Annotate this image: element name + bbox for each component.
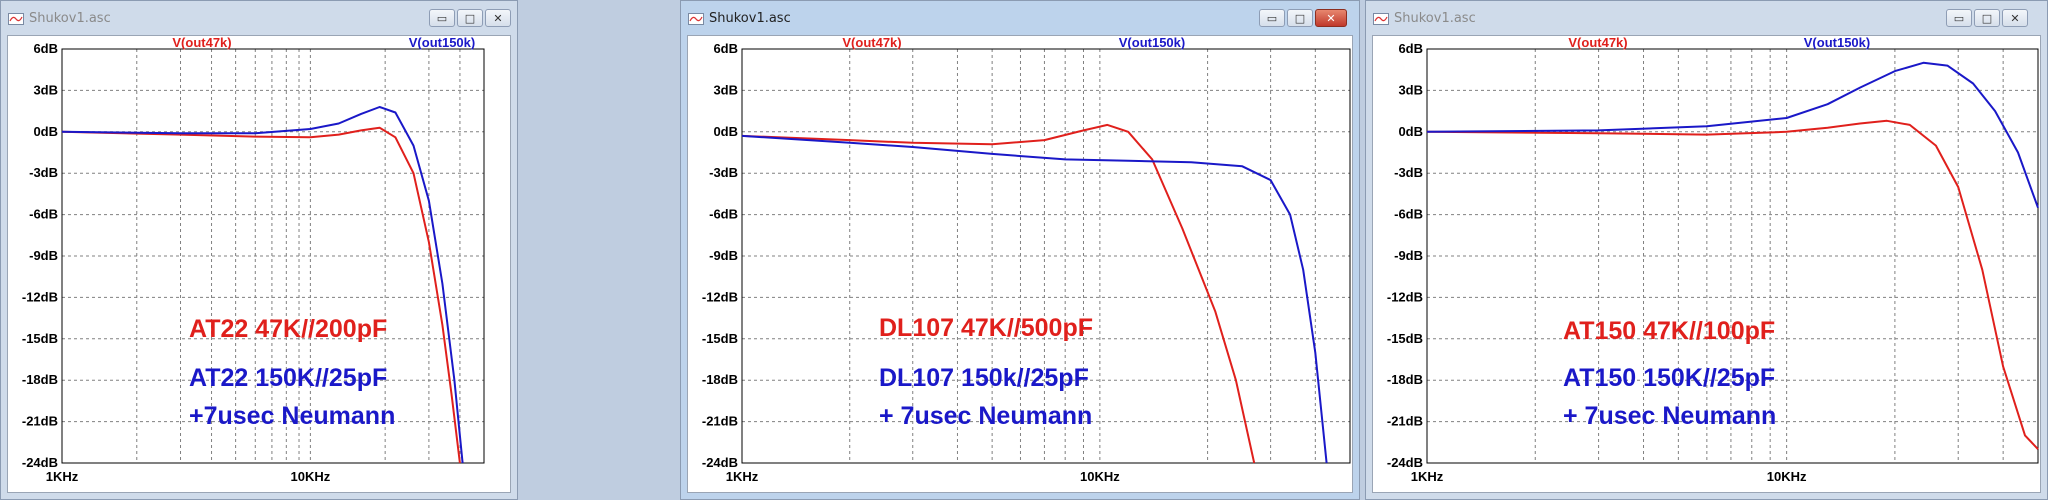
trace-V(out47k)[interactable] [741,123,1256,464]
blue-annotation-line1: AT150 150K//25pF [1563,364,1775,392]
x-tick-label: 10KHz [1767,469,1807,484]
red-annotation: DL107 47K//500pF [879,314,1093,342]
waveform-app-icon [8,12,24,25]
minimize-button[interactable]: ▭ [1946,9,1972,27]
red-annotation: AT22 47K//200pF [189,315,387,343]
window-title: Shukov1.asc [709,11,791,26]
waveform-app-icon [688,12,704,25]
y-tick-label: -15dB [22,331,58,346]
maximize-button[interactable]: □ [1287,9,1313,27]
blue-trace-label[interactable]: V(out150k) [1804,36,1870,50]
maximize-button[interactable]: □ [1974,9,2000,27]
y-tick-label: 0dB [713,124,738,139]
blue-trace-label[interactable]: V(out150k) [409,36,475,50]
title-bar[interactable]: Shukov1.asc ▭ □ ✕ [681,1,1359,35]
close-button[interactable]: ✕ [485,9,511,27]
y-tick-label: 3dB [713,82,738,97]
y-tick-label: -21dB [1387,414,1423,429]
plot-grid [1427,49,2038,463]
red-trace-label[interactable]: V(out47k) [172,36,231,50]
red-annotation: AT150 47K//100pF [1563,317,1775,345]
x-tick-label: 1KHz [46,469,79,484]
plot-pane[interactable]: 6dB 3dB 0dB -3dB -6dB -9dB -12dB -15dB -18dB -21d… [1372,35,2041,493]
y-tick-label: -18dB [702,372,738,387]
blue-annotation-line1: AT22 150K//25pF [189,364,387,392]
y-tick-label: -12dB [702,289,738,304]
plot-pane[interactable]: 6dB 3dB 0dB -3dB -6dB -9dB -12dB -15dB -18dB -21d… [687,35,1353,493]
y-tick-label: 3dB [33,82,58,97]
y-tick-label: 6dB [33,41,58,56]
red-trace-label[interactable]: V(out47k) [842,36,901,50]
waveform-app-icon [1373,12,1389,25]
y-tick-label: -24dB [1387,455,1423,470]
y-tick-label: -6dB [29,207,58,222]
y-tick-label: -21dB [702,414,738,429]
y-tick-label: -6dB [1394,207,1423,222]
x-tick-label: 1KHz [1411,469,1444,484]
y-tick-label: 3dB [1398,82,1423,97]
waveform-plot[interactable]: 6dB 3dB 0dB -3dB -6dB -9dB -12dB -15dB -18dB -21d… [1373,36,2042,494]
y-tick-label: -15dB [702,331,738,346]
title-bar[interactable]: Shukov1.asc ▭ □ ✕ [1,1,517,35]
trace-V(out150k)[interactable] [741,134,1328,464]
blue-annotation-line2: + 7usec Neumann [879,402,1092,430]
x-tick-label: 1KHz [726,469,759,484]
x-tick-label: 10KHz [291,469,331,484]
plot-window-1[interactable]: Shukov1.asc ▭ □ ✕ 6dB 3dB 0dB -3dB -6dB -9dB -… [0,0,518,500]
y-tick-label: -3dB [1394,165,1423,180]
close-button[interactable]: ✕ [2002,9,2028,27]
y-tick-label: -9dB [29,248,58,263]
plot-pane[interactable]: 6dB 3dB 0dB -3dB -6dB -9dB -12dB -15dB -18dB -21d… [7,35,511,493]
maximize-button[interactable]: □ [457,9,483,27]
title-bar[interactable]: Shukov1.asc ▭ □ ✕ [1366,1,2047,35]
y-tick-label: 6dB [1398,41,1423,56]
blue-annotation-line2: +7usec Neumann [189,402,395,430]
y-tick-label: -9dB [1394,248,1423,263]
plot-window-3[interactable]: Shukov1.asc ▭ □ ✕ 6dB 3dB 0dB -3dB -6dB -9dB -… [1365,0,2048,500]
y-tick-label: -24dB [702,455,738,470]
y-tick-label: -24dB [22,455,58,470]
plot-grid [62,49,484,463]
y-tick-label: 6dB [713,41,738,56]
window-title: Shukov1.asc [1394,11,1476,26]
y-tick-label: -12dB [1387,289,1423,304]
y-tick-label: -21dB [22,414,58,429]
plot-frame [61,48,485,464]
y-tick-label: -3dB [709,165,738,180]
plot-grid [742,49,1350,463]
y-tick-label: -18dB [22,372,58,387]
blue-annotation-line2: + 7usec Neumann [1563,402,1776,430]
red-trace-label[interactable]: V(out47k) [1568,36,1627,50]
blue-trace-label[interactable]: V(out150k) [1119,36,1185,50]
trace-V(out47k)[interactable] [1426,119,2039,450]
y-tick-label: -6dB [709,207,738,222]
y-tick-label: -12dB [22,289,58,304]
trace-V(out47k)[interactable] [61,126,461,464]
y-tick-label: 0dB [1398,124,1423,139]
y-tick-label: -15dB [1387,331,1423,346]
plot-window-2[interactable]: Shukov1.asc ▭ □ ✕ 6dB 3dB 0dB -3dB -6dB -9dB -… [680,0,1360,500]
y-tick-label: -3dB [29,165,58,180]
minimize-button[interactable]: ▭ [1259,9,1285,27]
blue-annotation-line1: DL107 150k//25pF [879,364,1089,392]
window-title: Shukov1.asc [29,11,111,26]
y-tick-label: -18dB [1387,372,1423,387]
trace-V(out150k)[interactable] [61,106,464,464]
plot-frame [741,48,1351,464]
close-button[interactable]: ✕ [1315,9,1347,27]
waveform-plot[interactable]: 6dB 3dB 0dB -3dB -6dB -9dB -12dB -15dB -18dB -21d… [688,36,1354,494]
minimize-button[interactable]: ▭ [429,9,455,27]
waveform-plot[interactable]: 6dB 3dB 0dB -3dB -6dB -9dB -12dB -15dB -18dB -21d… [8,36,512,494]
x-tick-label: 10KHz [1080,469,1120,484]
y-tick-label: -9dB [709,248,738,263]
plot-frame [1426,48,2039,464]
trace-V(out150k)[interactable] [1426,61,2039,209]
y-tick-label: 0dB [33,124,58,139]
